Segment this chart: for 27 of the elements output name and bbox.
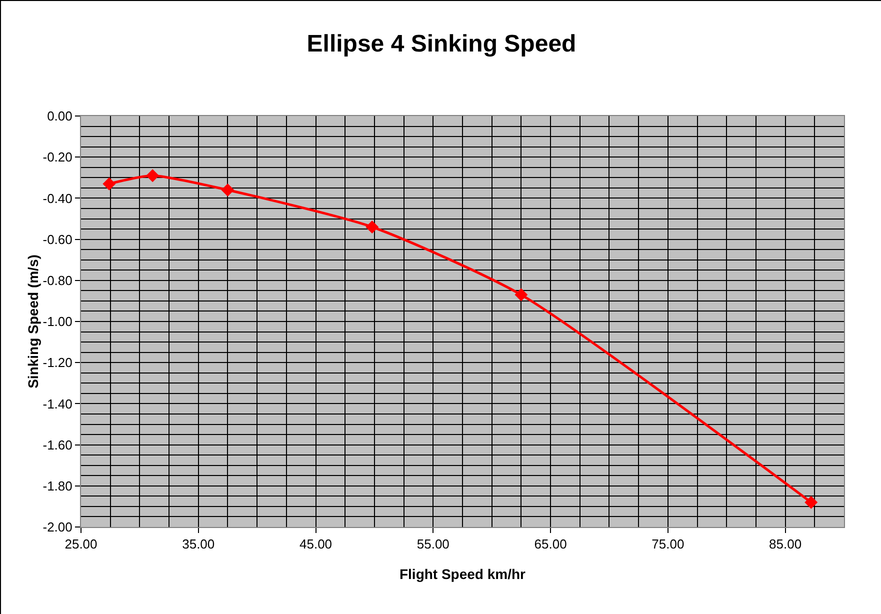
chart-title: Ellipse 4 Sinking Speed [306,30,576,58]
point [221,183,234,196]
y-tick-label: -0.20 [42,150,72,165]
y-tick-label: -1.40 [42,396,72,412]
x-tick-label: 45.00 [299,536,332,552]
point [514,288,528,302]
x-tick-label: 65.00 [534,536,567,552]
x-axis-title: Flight Speed km/hr [399,566,526,582]
x-tick-label: 55.00 [416,536,450,552]
y-tick-label: 0.00 [47,108,72,124]
point [146,169,160,182]
y-tick-label: -0.60 [42,232,72,247]
y-tick-label: -1.80 [42,478,72,494]
x-tick-label: 25.00 [64,536,98,552]
y-tick-label: -1.00 [42,314,72,330]
point [366,220,379,234]
x-tick-label: 85.00 [769,536,802,552]
x-tick-label: 35.00 [182,536,215,552]
y-tick-label: -1.20 [42,355,72,370]
x-tick-label: 75.00 [652,536,684,552]
y-tick-label: -0.40 [42,190,72,206]
point [804,496,818,509]
y-axis-title: Sinking Speed (m/s) [24,254,41,388]
y-tick-label: -1.60 [42,437,72,452]
y-tick-label: -2.00 [42,520,72,535]
y-tick-label: -0.80 [42,272,72,288]
point [102,177,116,190]
